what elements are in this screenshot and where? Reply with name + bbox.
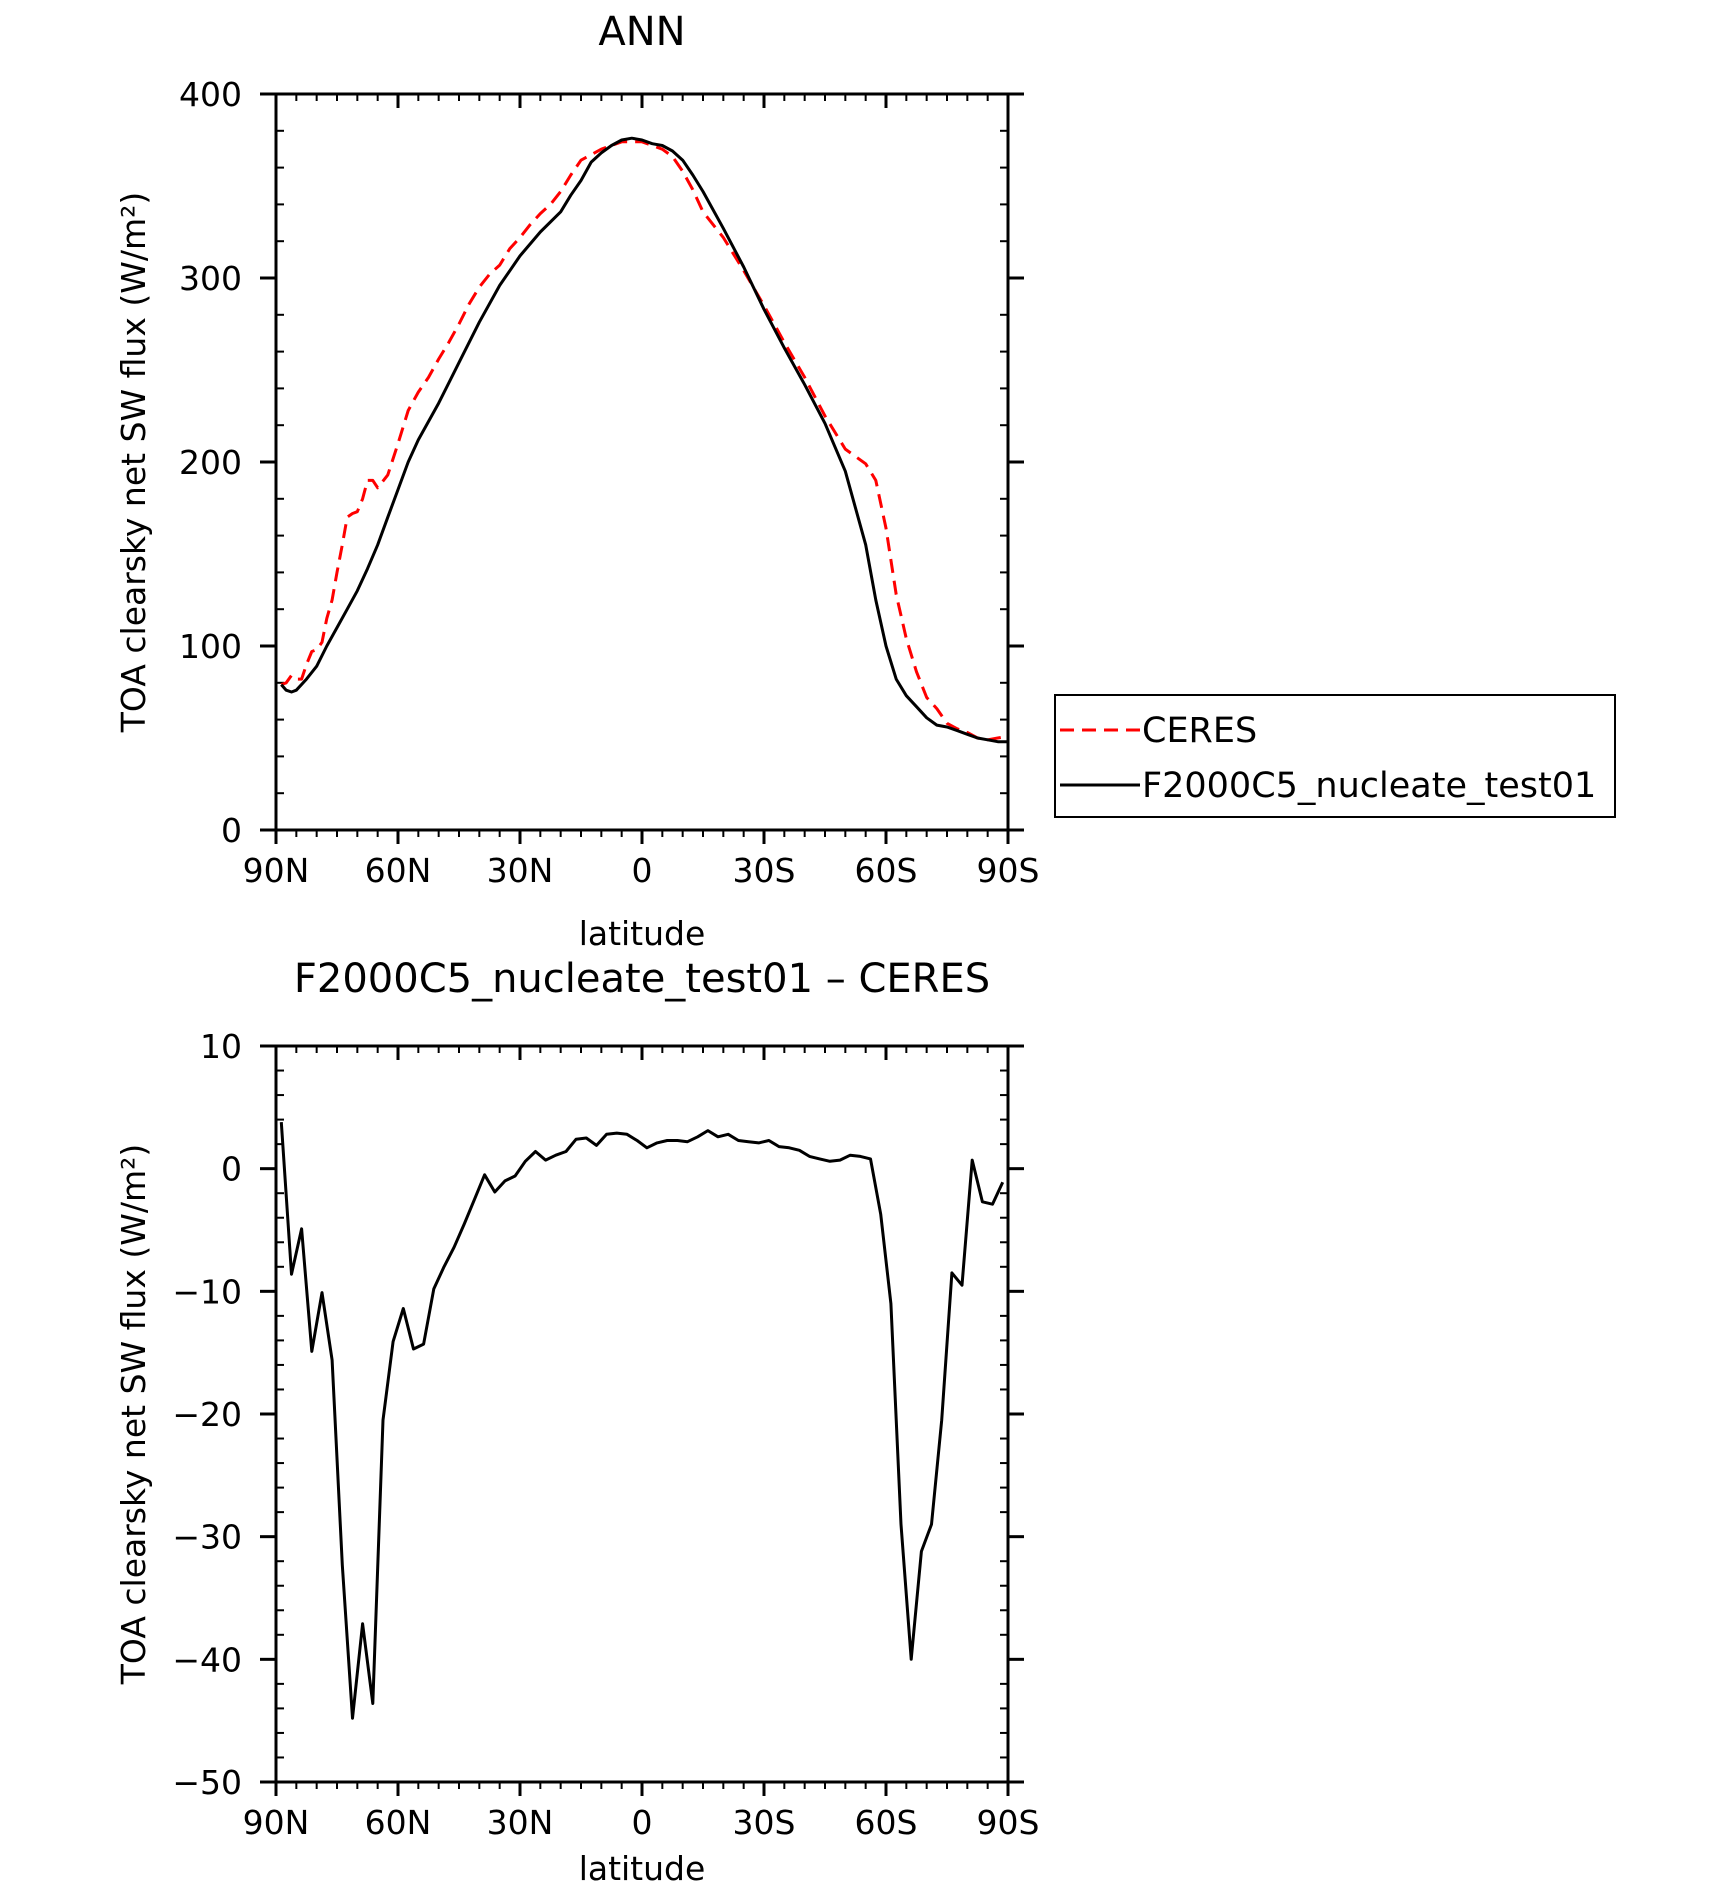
legend: CERES F2000C5_nucleate_test01: [1054, 694, 1616, 818]
x-tick-label: 90N: [243, 1803, 310, 1842]
top-chart-frame: [274, 92, 1010, 832]
top-chart-title: ANN: [598, 9, 685, 55]
bottom-chart-lines: [279, 1121, 1005, 1720]
x-tick-label: 90S: [977, 851, 1040, 890]
legend-label-ceres: CERES: [1142, 711, 1257, 751]
bottom-chart-title: F2000C5_nucleate_test01 – CERES: [294, 956, 990, 1002]
series-line-difference: [279, 1121, 1005, 1720]
x-tick-label: 0: [632, 851, 653, 890]
x-tick-label: 60S: [855, 851, 918, 890]
y-tick-label: −50: [172, 1763, 242, 1802]
y-tick-label: 100: [179, 627, 242, 666]
x-tick-label: 90N: [243, 851, 310, 890]
bottom-chart-y-axis-label: TOA clearsky net SW flux (W/m²): [114, 1144, 153, 1685]
x-tick-label: 30N: [487, 851, 554, 890]
top-panel: ANN 90N 60N 30N 0 30S 60S 90S 0 100 200 300 400 lat…: [114, 9, 1039, 953]
bottom-panel: F2000C5_nucleate_test01 – CERES 90N 60N 30…: [114, 956, 1039, 1888]
x-tick-label: 90S: [977, 1803, 1040, 1842]
bottom-chart-x-axis-label: latitude: [579, 1849, 706, 1888]
top-chart-x-axis-label: latitude: [579, 914, 706, 953]
y-tick-label: 0: [221, 1150, 242, 1189]
y-tick-label: 0: [221, 811, 242, 850]
x-tick-label: 30S: [733, 1803, 796, 1842]
y-tick-label: 10: [200, 1027, 242, 1066]
series-line-ceres: [280, 140, 1009, 742]
y-tick-label: −30: [172, 1518, 242, 1557]
top-chart-y-axis-label: TOA clearsky net SW flux (W/m²): [114, 192, 153, 733]
y-tick-label: −40: [172, 1640, 242, 1679]
y-tick-label: 200: [179, 443, 242, 482]
top-chart-lines: [280, 136, 1009, 744]
x-tick-label: 0: [632, 1803, 653, 1842]
y-tick-label: 300: [179, 259, 242, 298]
series-line-f2000c5-nucleate-test01: [280, 136, 1008, 744]
legend-label-model: F2000C5_nucleate_test01: [1142, 766, 1596, 806]
y-tick-label: 400: [179, 75, 242, 114]
top-chart-ticks: 90N 60N 30N 0 30S 60S 90S 0 100 200 300 400: [179, 75, 1039, 890]
x-tick-label: 30S: [733, 851, 796, 890]
x-tick-label: 30N: [487, 1803, 554, 1842]
y-tick-label: −20: [172, 1395, 242, 1434]
bottom-chart-frame: [274, 1044, 1010, 1784]
y-tick-label: −10: [172, 1272, 242, 1311]
x-tick-label: 60N: [365, 851, 432, 890]
legend-box: [1054, 694, 1616, 818]
x-tick-label: 60N: [365, 1803, 432, 1842]
bottom-chart-ticks: 90N 60N 30N 0 30S 60S 90S −50 −40 −30 −20 −10 0 10: [172, 1027, 1039, 1842]
x-tick-label: 60S: [855, 1803, 918, 1842]
